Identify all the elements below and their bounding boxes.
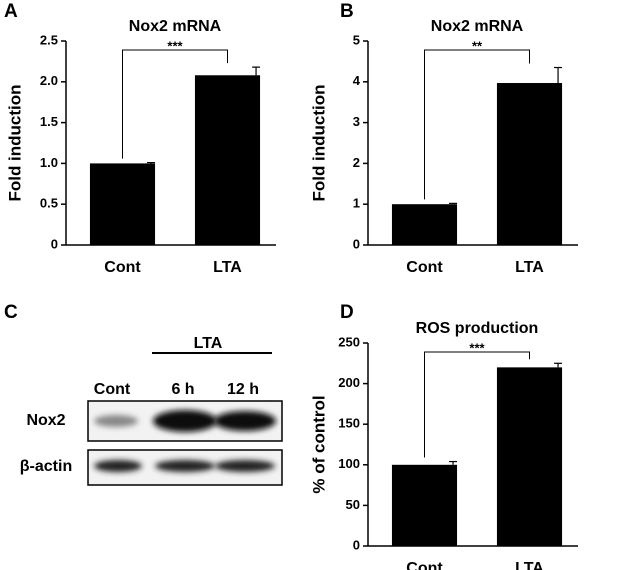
y-tick-label: 1.5: [40, 114, 58, 129]
y-tick-label: 2.5: [40, 32, 58, 47]
treatment-label: LTA: [194, 335, 223, 352]
band: [155, 460, 215, 472]
y-tick-label: 100: [338, 456, 360, 471]
y-tick-label: 2: [353, 155, 360, 170]
x-tick-label: Cont: [406, 259, 443, 276]
bar: [89, 163, 156, 245]
y-axis-label: Fold induction: [309, 84, 328, 201]
chart-title: Nox2 mRNA: [431, 18, 524, 35]
y-tick-label: 2.0: [40, 73, 58, 88]
band: [214, 411, 276, 431]
lane-label: 6 h: [171, 381, 194, 398]
y-axis-label: Fold induction: [5, 84, 24, 201]
x-tick-label: LTA: [515, 259, 544, 276]
y-tick-label: 5: [353, 32, 360, 47]
significance-label: ***: [469, 340, 485, 355]
x-tick-label: LTA: [213, 259, 242, 276]
y-tick-label: 3: [353, 114, 360, 129]
band: [94, 415, 138, 427]
significance-label: **: [472, 38, 483, 53]
panel-letter: B: [340, 1, 354, 22]
x-tick-label: Cont: [406, 560, 443, 570]
x-tick-label: LTA: [515, 560, 544, 570]
bar: [391, 464, 458, 546]
chart-title: Nox2 mRNA: [129, 18, 222, 35]
band: [94, 460, 142, 472]
y-tick-label: 4: [353, 73, 361, 88]
x-tick-label: Cont: [104, 259, 141, 276]
y-tick-label: 50: [346, 497, 360, 512]
lane-label: 12 h: [227, 381, 259, 398]
lane-label: Cont: [94, 381, 131, 398]
band: [215, 460, 275, 472]
panel-letter: A: [4, 1, 18, 22]
y-tick-label: 0: [353, 236, 360, 251]
significance-bracket: [122, 49, 228, 159]
y-tick-label: 150: [338, 416, 360, 431]
y-tick-label: 0: [353, 537, 360, 552]
bar: [496, 83, 563, 245]
significance-bracket: [424, 351, 530, 458]
y-tick-label: 1.0: [40, 155, 58, 170]
panel-letter: D: [340, 302, 354, 323]
row-label: Nox2: [26, 412, 65, 429]
y-tick-label: 1: [353, 196, 360, 211]
bar: [194, 75, 261, 245]
y-axis-label: % of control: [309, 395, 328, 493]
chart-title: ROS production: [416, 320, 539, 337]
y-tick-label: 250: [338, 334, 360, 349]
band: [153, 410, 217, 432]
significance-bracket: [424, 49, 530, 200]
panel-letter: C: [4, 302, 18, 323]
y-tick-label: 0.5: [40, 196, 58, 211]
y-tick-label: 200: [338, 375, 360, 390]
western-blot: C LTA Cont 6 h 12 h Nox2 β-actin: [4, 302, 283, 486]
significance-label: ***: [167, 38, 183, 53]
row-label: β-actin: [20, 458, 72, 475]
bar: [496, 367, 563, 546]
y-tick-label: 0: [51, 236, 58, 251]
bar: [391, 204, 458, 245]
